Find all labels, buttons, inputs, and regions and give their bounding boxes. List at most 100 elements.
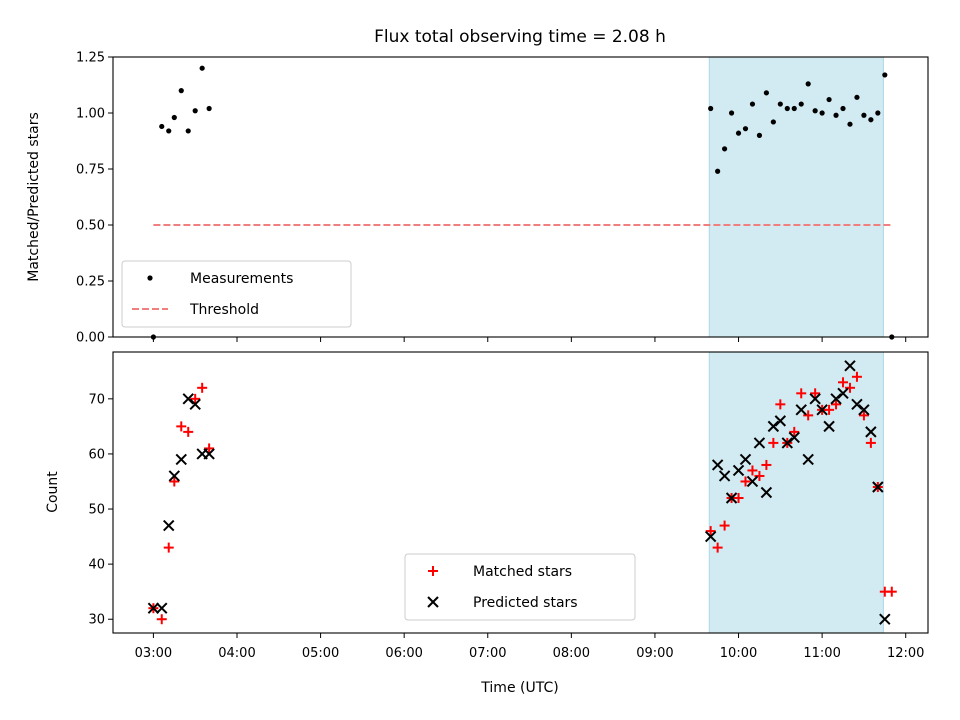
bottom-y-tick-label: 60 bbox=[88, 447, 105, 462]
measurement-point bbox=[847, 121, 853, 127]
measurement-point bbox=[819, 110, 825, 116]
measurement-point bbox=[206, 105, 212, 112]
measurement-point bbox=[178, 88, 184, 94]
matched-star-point bbox=[831, 399, 842, 410]
matched-star-point bbox=[163, 542, 174, 553]
measurement-point bbox=[784, 105, 790, 112]
legend-matched-swatch bbox=[428, 566, 438, 576]
matched-star-point bbox=[851, 371, 862, 382]
legend-label: Matched stars bbox=[473, 564, 572, 580]
bottom-shaded-region bbox=[708, 351, 884, 634]
predicted-star-point bbox=[858, 404, 870, 416]
matched-star-point bbox=[865, 437, 876, 448]
x-tick-label: 07:00 bbox=[469, 646, 506, 661]
measurement-point bbox=[192, 108, 198, 114]
matched-star-point bbox=[775, 399, 786, 410]
measurement-point bbox=[840, 105, 846, 112]
matched-star-point bbox=[810, 388, 821, 399]
x-tick-label: 11:00 bbox=[803, 646, 840, 661]
bottom-y-tick-label: 30 bbox=[88, 613, 105, 628]
measurement-point bbox=[861, 112, 867, 118]
legend-predicted-swatch bbox=[427, 596, 439, 608]
predicted-star-point bbox=[774, 415, 787, 427]
predicted-star-point bbox=[163, 519, 175, 532]
predicted-star-point bbox=[837, 387, 849, 400]
legend-label: Threshold bbox=[189, 302, 259, 318]
measurement-point bbox=[708, 105, 714, 112]
measurement-point bbox=[854, 94, 860, 100]
top-y-tick-label: 1.00 bbox=[76, 107, 105, 122]
measurement-point bbox=[721, 146, 728, 152]
x-tick-label: 04:00 bbox=[218, 646, 255, 661]
measurement-point bbox=[159, 123, 165, 130]
top-plot-frame bbox=[112, 56, 929, 338]
measurement-point bbox=[770, 119, 776, 125]
measurement-point bbox=[791, 105, 797, 112]
measurement-point bbox=[812, 108, 818, 114]
measurement-point bbox=[749, 101, 756, 107]
measurement-point bbox=[805, 81, 811, 87]
matched-star-point bbox=[796, 388, 807, 399]
predicted-star-point bbox=[704, 530, 717, 543]
bottom-y-axis-label: Count bbox=[45, 471, 61, 513]
x-tick-label: 09:00 bbox=[636, 646, 673, 661]
measurement-point bbox=[875, 110, 881, 116]
matched-star-point bbox=[183, 426, 194, 437]
top-panel: 0.00 0.25 0.50 0.75 1.00 1.25 Measurements Thre… bbox=[76, 51, 929, 346]
predicted-star-point bbox=[718, 470, 731, 482]
predicted-star-point bbox=[781, 437, 793, 449]
predicted-star-point bbox=[830, 393, 842, 405]
measurement-point bbox=[742, 126, 749, 132]
predicted-star-point bbox=[725, 492, 738, 504]
legend-label: Measurements bbox=[190, 271, 293, 287]
predicted-star-point bbox=[788, 431, 800, 444]
top-y-tick-label: 0.50 bbox=[76, 219, 105, 234]
top-y-tick-label: 0.25 bbox=[76, 275, 105, 290]
top-y-tick-label: 1.25 bbox=[76, 51, 105, 66]
measurement-point bbox=[715, 168, 721, 174]
predicted-star-point bbox=[203, 448, 215, 460]
predicted-star-point bbox=[851, 398, 863, 411]
predicted-star-point bbox=[175, 453, 187, 466]
predicted-star-point bbox=[809, 393, 821, 405]
top-y-axis-label: Matched/Predicted stars bbox=[26, 112, 42, 282]
predicted-star-point bbox=[711, 459, 724, 471]
legend-measurement-swatch bbox=[147, 275, 153, 281]
matched-star-point bbox=[733, 493, 744, 504]
legend-label: Predicted stars bbox=[473, 595, 578, 611]
bottom-y-tick-label: 70 bbox=[88, 392, 105, 407]
predicted-star-point bbox=[156, 602, 168, 614]
measurement-point bbox=[868, 117, 874, 123]
matched-star-point bbox=[705, 526, 716, 537]
bottom-plot-frame bbox=[112, 351, 929, 634]
matched-star-point bbox=[886, 586, 897, 597]
measurement-point bbox=[756, 132, 763, 138]
predicted-star-point bbox=[189, 398, 201, 411]
predicted-star-point bbox=[816, 404, 828, 416]
x-tick-label: 10:00 bbox=[720, 646, 757, 661]
x-tick-label: 08:00 bbox=[553, 646, 590, 661]
matched-star-point bbox=[754, 470, 765, 481]
predicted-star-point bbox=[823, 420, 835, 433]
predicted-star-point bbox=[844, 360, 856, 372]
predicted-star-point bbox=[872, 481, 884, 493]
predicted-star-point bbox=[795, 404, 807, 416]
top-y-tick-label: 0.75 bbox=[76, 163, 105, 178]
x-tick-label: 03:00 bbox=[135, 646, 172, 661]
predicted-star-point bbox=[739, 453, 752, 466]
measurement-point bbox=[185, 128, 191, 134]
matched-star-point bbox=[190, 393, 201, 404]
predicted-star-point bbox=[879, 613, 891, 625]
measurement-point bbox=[798, 101, 804, 107]
predicted-star-point bbox=[760, 486, 773, 499]
matched-star-point bbox=[768, 437, 779, 448]
predicted-star-point bbox=[746, 475, 759, 488]
predicted-star-point bbox=[168, 470, 181, 482]
matched-star-point bbox=[858, 410, 869, 421]
predicted-star-point bbox=[182, 393, 194, 405]
x-tick-label: 05:00 bbox=[302, 646, 339, 661]
measurement-point bbox=[833, 112, 839, 118]
measurement-point bbox=[166, 128, 172, 134]
matched-star-point bbox=[204, 443, 215, 454]
